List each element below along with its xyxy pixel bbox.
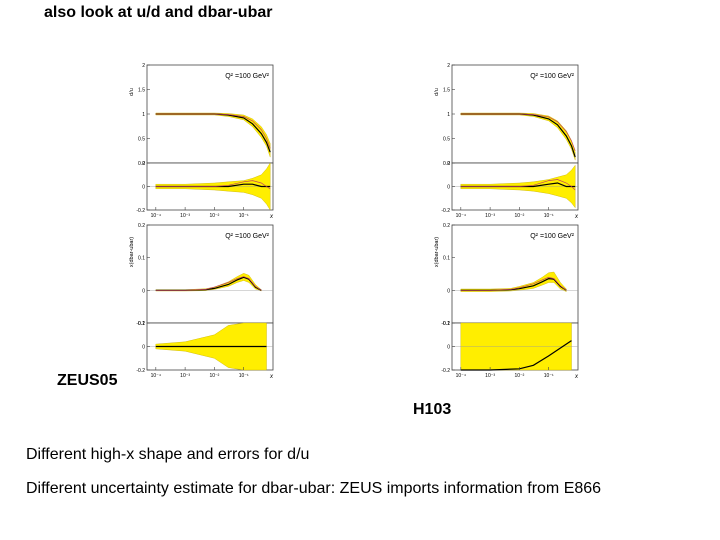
y-tick-label: -0.2 bbox=[136, 368, 145, 374]
x-tick-label: 10⁻³ bbox=[485, 213, 495, 219]
x-tick-label: 10⁻¹ bbox=[239, 373, 249, 379]
q2-annotation: Q² =100 GeV² bbox=[225, 233, 269, 240]
y-tick-label: 1.5 bbox=[138, 88, 145, 94]
panel-5: -0.200.210⁻⁴ 10⁻³ 10⁻² 10⁻¹ x bbox=[441, 161, 579, 220]
y-tick-label: -0.2 bbox=[136, 208, 145, 214]
y-tick-label: 0 bbox=[447, 288, 450, 294]
y-tick-label: 0.2 bbox=[138, 161, 145, 167]
y-tick-label: 0 bbox=[447, 161, 450, 167]
q2-annotation: Q² =100 GeV² bbox=[225, 73, 269, 80]
panel-frame bbox=[451, 224, 579, 324]
y-tick-label: 0.2 bbox=[443, 321, 450, 327]
x-axis-label: x bbox=[269, 374, 274, 380]
slide-title: also look at u/d and dbar-ubar bbox=[44, 4, 273, 21]
y-axis-label: d/u bbox=[434, 88, 440, 96]
y-tick-label: 1.5 bbox=[443, 88, 450, 94]
x-tick-label: 10⁻² bbox=[514, 373, 524, 379]
series-line-1 bbox=[155, 276, 262, 291]
y-tick-label: 0.1 bbox=[443, 256, 450, 262]
panel-0: 0 0.5 1 1.5 2 d/u Q² =100 GeV² bbox=[129, 63, 274, 167]
x-tick-label: 10⁻¹ bbox=[239, 213, 249, 219]
panel-6: -0.1 0 0.1 0.2 x(dbar-ubar) Q² =100 GeV² bbox=[434, 223, 579, 327]
series-line-1 bbox=[460, 276, 567, 291]
y-tick-label: -0.1 bbox=[441, 321, 450, 327]
h103-figure: 00.511.52d/uQ² =100 GeV²-0.200.210⁻⁴ 10⁻³… bbox=[434, 63, 579, 380]
y-tick-label: 0 bbox=[447, 345, 450, 351]
q2-annotation: Q² =100 GeV² bbox=[530, 233, 574, 240]
x-tick-label: 10⁻¹ bbox=[544, 373, 554, 379]
y-tick-label: 0.5 bbox=[138, 137, 145, 143]
y-tick-label: 0 bbox=[142, 345, 145, 351]
series-line-1 bbox=[460, 179, 576, 191]
y-tick-label: 2 bbox=[142, 63, 145, 69]
zeus05-label: ZEUS05 bbox=[57, 372, 118, 389]
panel-frame bbox=[146, 224, 274, 324]
y-tick-label: 0.2 bbox=[443, 223, 450, 229]
y-tick-label: 0.2 bbox=[138, 223, 145, 229]
panel-3: -0.2 0 0.2 10⁻⁴ 10⁻³ 10⁻² 10⁻¹ x bbox=[136, 321, 274, 380]
y-axis-label: d/u bbox=[129, 88, 135, 96]
y-tick-label: 2 bbox=[447, 63, 450, 69]
y-tick-label: 0 bbox=[142, 185, 145, 191]
y-tick-label: 0.2 bbox=[443, 161, 450, 167]
x-axis-label: x bbox=[269, 214, 274, 220]
panel-2: -0.1 0 0.1 0.2 x(dbar-ubar) Q² =100 GeV² bbox=[129, 223, 274, 327]
series-line-1 bbox=[155, 113, 271, 149]
h103-label: H103 bbox=[413, 401, 452, 418]
y-tick-label: 0.2 bbox=[138, 321, 145, 327]
y-tick-label: -0.1 bbox=[136, 321, 145, 327]
error-band bbox=[460, 112, 576, 161]
y-axis-label: x(dbar-ubar) bbox=[434, 237, 440, 267]
y-tick-label: 1 bbox=[142, 112, 145, 118]
x-tick-label: 10⁻¹ bbox=[544, 213, 554, 219]
x-tick-label: 10⁻³ bbox=[180, 373, 190, 379]
series-line-1 bbox=[460, 113, 576, 151]
panel-7: -0.2 0 0.2 10⁻⁴ 10⁻³ 10⁻² 10⁻¹ x bbox=[441, 321, 579, 380]
note-dbar-ubar: Different uncertainty estimate for dbar-… bbox=[26, 480, 602, 497]
y-tick-label: 1 bbox=[447, 112, 450, 118]
x-tick-label: 10⁻² bbox=[514, 213, 524, 219]
y-axis-label: x(dbar-ubar) bbox=[129, 237, 135, 267]
panel-4: 0 0.5 1 1.5 2 d/u Q² =100 GeV² bbox=[434, 63, 579, 167]
x-tick-label: 10⁻² bbox=[209, 213, 219, 219]
q2-annotation: Q² =100 GeV² bbox=[530, 73, 574, 80]
note-du: Different high-x shape and errors for d/… bbox=[26, 446, 310, 463]
x-tick-label: 10⁻³ bbox=[485, 373, 495, 379]
y-tick-label: 0.5 bbox=[443, 137, 450, 143]
y-tick-label: -0.2 bbox=[441, 368, 450, 374]
y-tick-label: 0.1 bbox=[138, 256, 145, 262]
error-band bbox=[155, 112, 271, 158]
error-band bbox=[460, 271, 567, 292]
series-line-1 bbox=[155, 180, 271, 190]
x-tick-label: 10⁻² bbox=[209, 373, 219, 379]
x-tick-label: 10⁻⁴ bbox=[456, 213, 466, 219]
x-tick-label: 10⁻³ bbox=[180, 213, 190, 219]
zeus05-figure: 00.511.52d/uQ² =100 GeV²-0.200.210⁻⁴ 10⁻³… bbox=[129, 63, 274, 380]
x-tick-label: 10⁻⁴ bbox=[151, 373, 161, 379]
y-tick-label: -0.2 bbox=[441, 208, 450, 214]
y-tick-label: 0 bbox=[142, 161, 145, 167]
x-axis-label: x bbox=[574, 374, 579, 380]
y-tick-label: 0 bbox=[447, 185, 450, 191]
x-axis-label: x bbox=[574, 214, 579, 220]
x-tick-label: 10⁻⁴ bbox=[456, 373, 466, 379]
panel-1: -0.200.210⁻⁴ 10⁻³ 10⁻² 10⁻¹ x bbox=[136, 161, 274, 220]
x-tick-label: 10⁻⁴ bbox=[151, 213, 161, 219]
y-tick-label: 0 bbox=[142, 288, 145, 294]
